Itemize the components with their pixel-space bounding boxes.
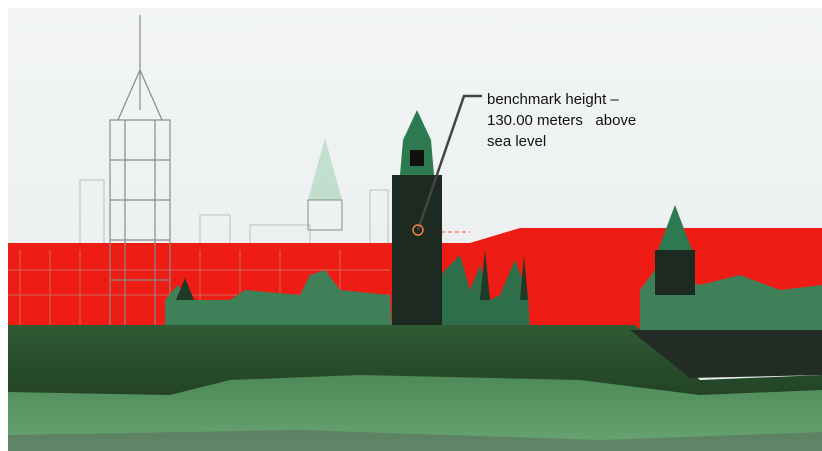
- peace-tower-roof: [400, 110, 434, 175]
- dome-base: [307, 199, 343, 231]
- peace-tower: [392, 175, 442, 330]
- wire: [117, 68, 163, 121]
- annotation-line: benchmark height –: [487, 91, 619, 108]
- dome: [308, 138, 342, 200]
- annotation-line: sea level: [487, 133, 546, 150]
- annotation-line: 130.00 meters above: [487, 112, 636, 129]
- turret: [480, 250, 490, 300]
- turret: [520, 255, 528, 300]
- cliff: [630, 330, 822, 378]
- east-tower: [655, 250, 695, 295]
- centre-block-east: [430, 255, 530, 330]
- foreground-road: [8, 430, 822, 451]
- benchmark-point: [412, 224, 424, 236]
- centre-block: [165, 270, 392, 330]
- east-tower-roof: [658, 205, 692, 250]
- callout-line: [416, 94, 482, 231]
- clock: [410, 150, 424, 166]
- turret: [176, 278, 194, 300]
